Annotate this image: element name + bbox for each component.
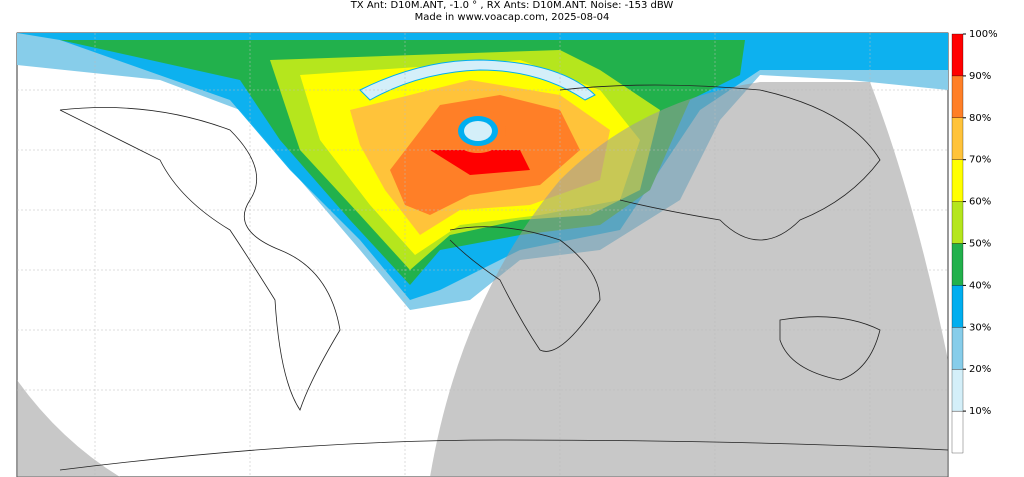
colorbar-band: [951, 327, 964, 370]
colorbar-tick-label: 40%: [969, 280, 991, 291]
colorbar-band: [951, 369, 964, 412]
colorbar-tick-label: 20%: [969, 364, 991, 375]
colorbar: 10% 20% 30% 40% 50% 60% 70% 80% 90% 100%: [951, 29, 998, 454]
colorbar-tick-label: 90%: [969, 71, 991, 82]
colorbar-band: [951, 243, 964, 286]
colorbar-band: [951, 33, 964, 77]
colorbar-band: [951, 75, 964, 118]
colorbar-tick-label: 30%: [969, 322, 991, 333]
colorbar-band: [951, 410, 964, 454]
colorbar-tick-label: 70%: [969, 155, 991, 166]
colorbar-tick-label: 50%: [969, 239, 991, 250]
colorbar-band: [951, 117, 964, 160]
subtitle-line: Made in www.voacap.com, 2025-08-04: [415, 12, 610, 23]
colorbar-tick-label: 60%: [969, 197, 991, 208]
colorbar-tick-label: 80%: [969, 113, 991, 124]
colorbar-band: [951, 159, 964, 202]
colorbar-band: [951, 285, 964, 328]
title-line: TX Ant: D10M.ANT, -1.0 ° , RX Ants: D10M…: [350, 0, 674, 11]
colorbar-tick-label: 100%: [969, 29, 998, 40]
map: [16, 32, 949, 477]
colorbar-tick-label: 10%: [969, 406, 991, 417]
colorbar-band: [951, 201, 964, 244]
